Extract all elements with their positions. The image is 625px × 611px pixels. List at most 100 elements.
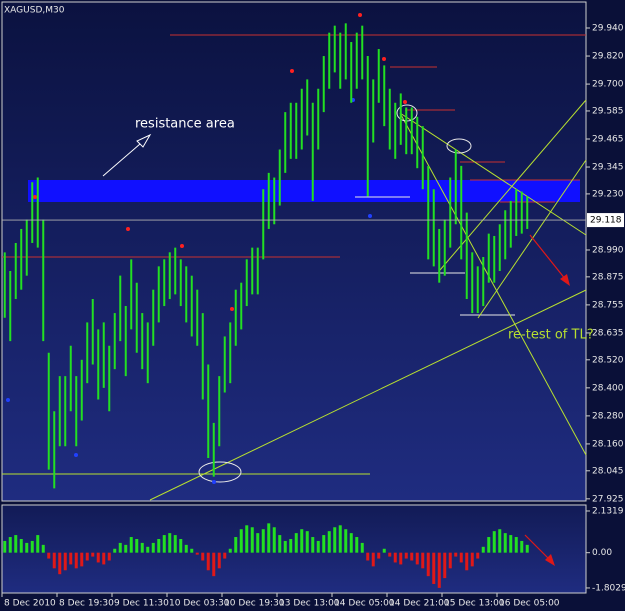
histogram-bar <box>509 535 513 553</box>
histogram-bar <box>410 552 414 561</box>
histogram-bar <box>157 538 161 553</box>
histogram-bar <box>283 540 287 553</box>
histogram-bar <box>146 546 150 553</box>
histogram-bar <box>305 531 309 553</box>
fractal <box>212 480 216 484</box>
y-tick-label: 28.280 <box>592 411 624 421</box>
histogram-bar <box>195 552 199 555</box>
main-pane <box>1 1 587 502</box>
y-tick-label: 28.990 <box>592 245 624 255</box>
histogram-bar <box>151 542 155 553</box>
arrow-head <box>545 554 555 566</box>
trendline <box>399 112 587 236</box>
y-tick-label: 29.940 <box>592 24 624 34</box>
fractal <box>126 227 130 231</box>
y-tick-label: 0.00 <box>592 548 612 558</box>
histogram-bar <box>525 544 529 553</box>
histogram-bar <box>14 535 18 553</box>
histogram-bar <box>239 529 243 553</box>
histogram-bar <box>371 552 375 567</box>
histogram-bar <box>41 544 45 553</box>
y-tick-label: 2.1319 <box>592 506 624 516</box>
trendline <box>439 99 587 271</box>
histogram-bar <box>30 540 34 553</box>
histogram-bar <box>333 527 337 553</box>
fractals <box>6 13 407 484</box>
arrow-head <box>560 274 570 286</box>
marks: 29.940 29.820 29.700 29.585 29.465 29.345 29.2… <box>1 23 625 609</box>
histogram-bar <box>294 533 298 553</box>
histogram-bar <box>388 552 392 557</box>
histogram-bar <box>377 552 381 559</box>
levels <box>2 34 586 258</box>
histogram-bar <box>421 552 425 569</box>
histogram-bar <box>520 540 524 553</box>
histogram-bar <box>393 552 397 563</box>
histogram-bar <box>514 537 518 553</box>
histogram-bar <box>476 552 480 559</box>
histogram-bar <box>52 552 56 569</box>
trendline <box>149 289 587 501</box>
circle <box>198 461 242 483</box>
histogram-bar <box>344 529 348 553</box>
histogram-bar <box>311 537 315 553</box>
histogram-bar <box>47 552 51 559</box>
histogram-bar <box>250 527 254 553</box>
histogram-bar <box>470 552 474 567</box>
last-price-box <box>587 213 624 228</box>
histogram-bar <box>124 544 128 553</box>
trendline <box>477 159 587 319</box>
histogram-bar <box>91 552 95 557</box>
histogram-bar <box>3 540 7 553</box>
histogram-bar <box>338 525 342 553</box>
histogram-bar <box>74 552 78 569</box>
histogram-bar <box>503 533 507 553</box>
histogram-bar <box>360 542 364 553</box>
y-tick-label: 29.820 <box>592 52 624 62</box>
arrow <box>529 234 567 281</box>
y-tick-label: 28.755 <box>592 300 624 310</box>
fractal <box>230 307 234 311</box>
x-tick-label: 16 Dec 05:00 <box>499 599 560 609</box>
y-tick-label: 28.160 <box>592 439 624 449</box>
histogram-bar <box>8 537 12 553</box>
histogram-bar <box>465 552 469 571</box>
y-tick-label: 29.465 <box>592 134 624 144</box>
annotation: re-test of TL? <box>508 328 594 343</box>
histogram-bar <box>19 538 23 553</box>
histogram-bar <box>448 552 452 569</box>
histogram-bar <box>267 523 271 553</box>
histogram-bar <box>322 535 326 553</box>
histogram-bar <box>168 533 172 553</box>
histogram-bar <box>96 552 100 563</box>
histogram-bar <box>206 552 210 571</box>
x-tick-label: 8 Dec 2010 <box>4 599 56 609</box>
histogram-bar <box>459 552 463 563</box>
histogram-bar <box>289 538 293 553</box>
circle <box>446 138 472 154</box>
fractal <box>290 69 294 73</box>
fractal <box>358 13 362 17</box>
histogram-bar <box>454 552 458 557</box>
histogram-bar <box>355 537 359 553</box>
histogram-bar <box>399 552 403 565</box>
histogram-bar <box>113 548 117 553</box>
histogram-bar <box>300 529 304 553</box>
histogram-bar <box>366 552 370 561</box>
histogram-bar <box>426 552 430 577</box>
trendlines <box>2 99 587 501</box>
histogram-bar <box>36 535 40 553</box>
histogram-bar <box>201 552 205 561</box>
histogram-bar <box>162 535 166 553</box>
fractal <box>180 244 184 248</box>
fractal <box>368 214 372 218</box>
histogram-bar <box>234 537 238 553</box>
x-tick-label: 14 Dec 05:00 <box>334 599 395 609</box>
x-tick-label: 8 Dec 19:30 <box>59 599 114 609</box>
histogram-bar <box>118 542 122 553</box>
histogram-bar <box>102 552 106 565</box>
fractal <box>33 195 37 199</box>
y-tick-label: 28.400 <box>592 383 624 393</box>
histogram-bar <box>443 552 447 579</box>
